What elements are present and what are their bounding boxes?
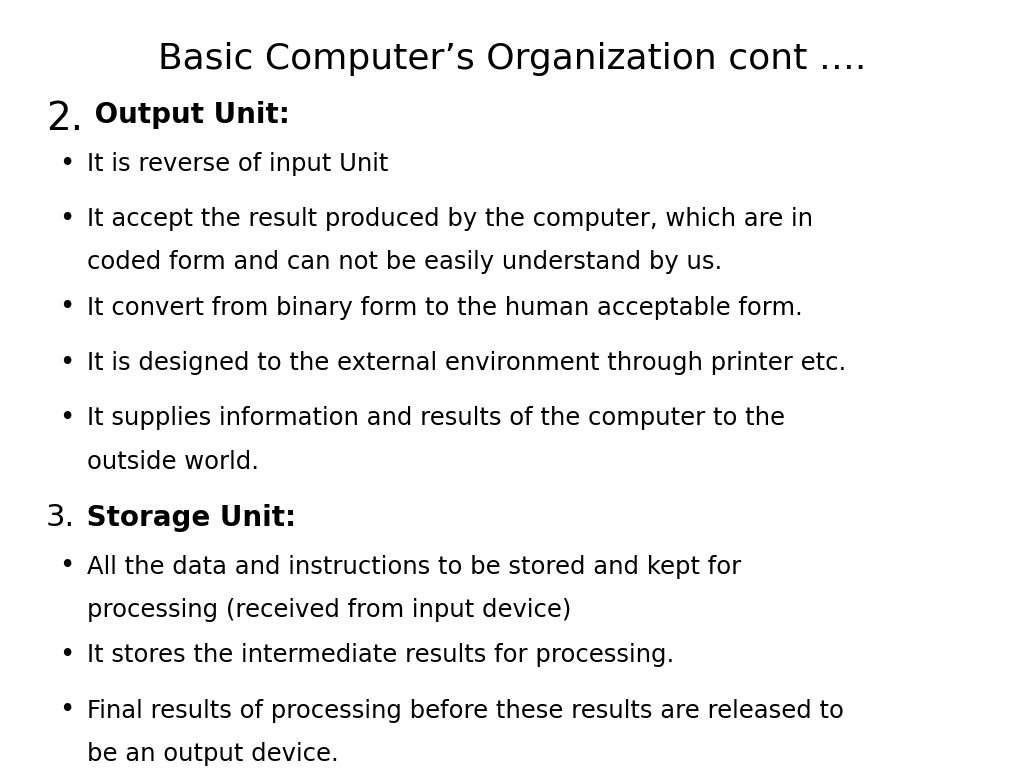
Text: It convert from binary form to the human acceptable form.: It convert from binary form to the human… (87, 296, 803, 319)
Text: •: • (59, 405, 75, 431)
Text: All the data and instructions to be stored and kept for: All the data and instructions to be stor… (87, 554, 741, 579)
Text: Basic Computer’s Organization cont ….: Basic Computer’s Organization cont …. (158, 42, 866, 76)
Text: be an output device.: be an output device. (87, 742, 339, 766)
Text: •: • (59, 349, 75, 376)
Text: 2.: 2. (46, 100, 83, 137)
Text: It supplies information and results of the computer to the: It supplies information and results of t… (87, 406, 785, 430)
Text: •: • (59, 553, 75, 579)
Text: •: • (59, 294, 75, 320)
Text: •: • (59, 206, 75, 232)
Text: It stores the intermediate results for processing.: It stores the intermediate results for p… (87, 644, 674, 667)
Text: It accept the result produced by the computer, which are in: It accept the result produced by the com… (87, 207, 813, 231)
Text: •: • (59, 697, 75, 723)
Text: 3.: 3. (46, 502, 75, 531)
Text: It is designed to the external environment through printer etc.: It is designed to the external environme… (87, 351, 846, 375)
Text: coded form and can not be easily understand by us.: coded form and can not be easily underst… (87, 250, 722, 274)
Text: •: • (59, 642, 75, 667)
Text: outside world.: outside world. (87, 449, 259, 474)
Text: •: • (59, 151, 75, 177)
Text: Output Unit:: Output Unit: (85, 101, 290, 129)
Text: Storage Unit:: Storage Unit: (77, 504, 296, 532)
Text: processing (received from input device): processing (received from input device) (87, 598, 571, 622)
Text: It is reverse of input Unit: It is reverse of input Unit (87, 152, 388, 176)
Text: Final results of processing before these results are released to: Final results of processing before these… (87, 699, 844, 723)
